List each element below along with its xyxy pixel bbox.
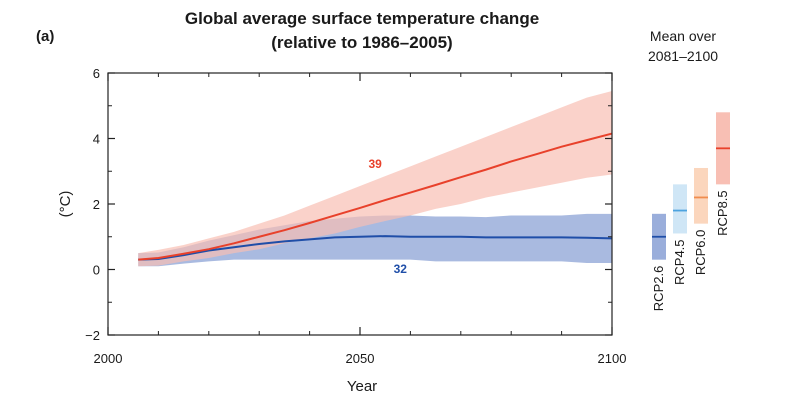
- side-panel-title-line-1: 2081–2100: [648, 48, 718, 64]
- mean-line-series-0: [138, 235, 613, 261]
- panel-label: (a): [36, 28, 54, 45]
- x-axis-label: Year: [347, 378, 377, 395]
- scenario-label-rcp60: RCP6.0: [693, 230, 708, 276]
- mean-line-series-1: [138, 132, 613, 261]
- uncertainty-band-series-1: [138, 91, 613, 267]
- x-tick-label-0: 2000: [94, 351, 123, 366]
- x-tick-label-1: 2050: [346, 351, 375, 366]
- scenario-label-rcp45: RCP4.5: [672, 239, 687, 285]
- scenario-label-rcp26: RCP2.6: [651, 266, 666, 312]
- x-tick-label-2: 2100: [598, 351, 627, 366]
- y-tick-label-4: 6: [93, 66, 100, 81]
- rcp-mean-side-panel: Mean over 2081–2100 RCP2.6 RCP4.5 RCP6.0 RCP8…: [648, 28, 730, 311]
- chart-subtitle: (relative to 1986–2005): [271, 33, 452, 52]
- y-tick-label-3: 4: [93, 132, 100, 147]
- main-plot-area: 32 39: [138, 91, 613, 276]
- side-panel-title-line-0: Mean over: [650, 28, 716, 44]
- uncertainty-band-series-0: [138, 213, 613, 267]
- chart-title: Global average surface temperature chang…: [185, 9, 539, 28]
- range-bar-rcp60: [694, 167, 708, 224]
- y-tick-label-0: −2: [85, 328, 100, 343]
- plot-axes: −2 0 2 4 6 2000 2050 2100: [85, 66, 626, 366]
- series-model-count-label-1: 39: [368, 157, 382, 171]
- series-model-count-label-0: 32: [394, 262, 408, 276]
- scenario-label-rcp85: RCP8.5: [715, 190, 730, 236]
- y-tick-label-2: 2: [93, 197, 100, 212]
- y-tick-label-1: 0: [93, 263, 100, 278]
- range-bar-rcp45: [673, 184, 687, 234]
- y-axis-label: (°C): [57, 191, 74, 218]
